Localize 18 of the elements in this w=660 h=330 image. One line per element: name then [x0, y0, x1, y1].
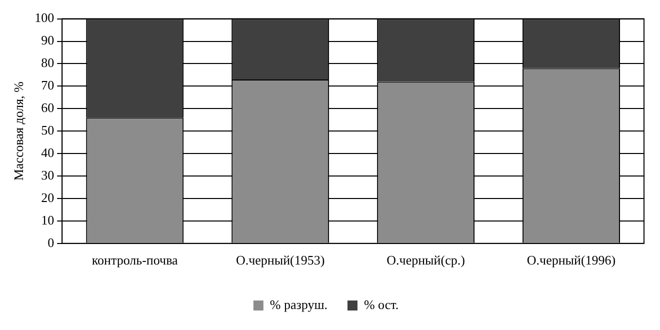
- legend-label: % ост.: [364, 296, 399, 312]
- y-tick-label: 30: [41, 167, 54, 182]
- y-tick-label: 0: [48, 234, 54, 250]
- x-tick-label: О.черный(ср.): [386, 252, 465, 268]
- y-tick-label: 80: [41, 55, 54, 70]
- y-tick-label: 40: [41, 144, 54, 160]
- y-tick-label: 70: [41, 78, 54, 93]
- x-tick-label: контроль-почва: [92, 252, 178, 268]
- y-tick-label: 50: [41, 122, 54, 138]
- x-tick-label: О.черный(1953): [236, 252, 325, 268]
- y-tick-label: 20: [41, 190, 54, 205]
- y-tick-label: 90: [41, 32, 54, 48]
- legend-label: % разруш.: [270, 296, 328, 312]
- y-tick-label: 60: [41, 100, 54, 116]
- x-tick-label: О.черный(1996): [526, 252, 616, 268]
- y-tick-label: 100: [34, 10, 54, 26]
- y-tick-label: 10: [41, 212, 54, 228]
- y-axis-title: Массовая доля, %: [11, 81, 26, 181]
